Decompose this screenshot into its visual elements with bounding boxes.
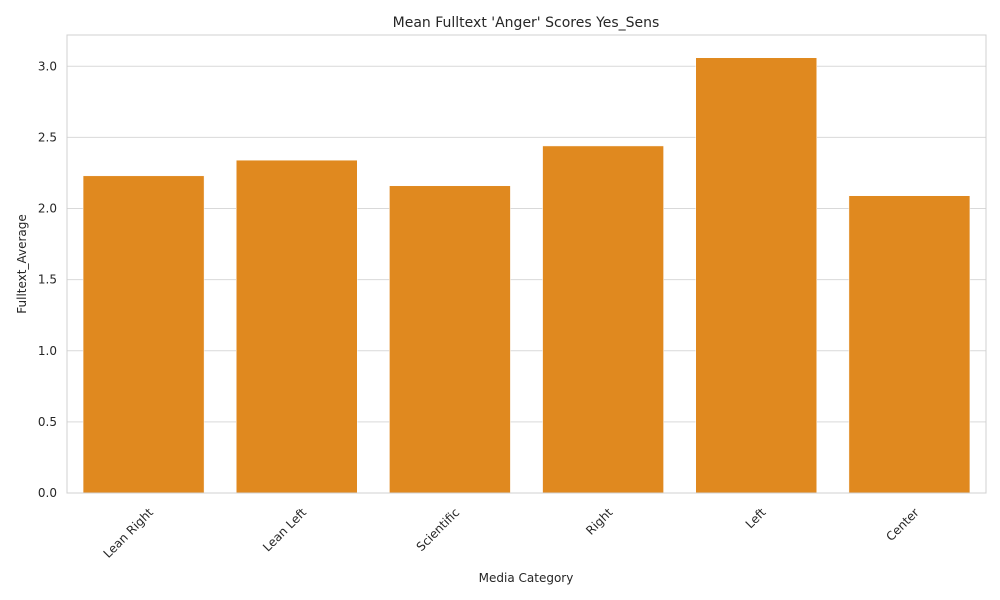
y-tick-label: 2.5 (38, 130, 57, 144)
y-tick-label: 2.0 (38, 202, 57, 216)
bars (82, 57, 971, 494)
y-axis-label: Fulltext_Average (15, 214, 29, 313)
bar-lean-left (235, 159, 358, 494)
y-tick-label: 1.5 (38, 273, 57, 287)
y-tick-label: 0.5 (38, 415, 57, 429)
y-tick-label: 3.0 (38, 59, 57, 73)
plot-frame (66, 34, 987, 494)
bar-left (695, 57, 818, 494)
bar-center (848, 195, 971, 494)
bar-scientific (389, 185, 511, 494)
y-tick-label: 1.0 (38, 344, 57, 358)
x-axis-label: Media Category (479, 571, 574, 585)
chart-title: Mean Fulltext 'Anger' Scores Yes_Sens (393, 15, 660, 31)
bar-lean-right (82, 175, 205, 494)
y-tick-labels: 0.0 0.5 1.0 1.5 2.0 2.5 3.0 (38, 59, 57, 500)
bar-right (542, 145, 664, 494)
y-tick-label: 0.0 (38, 486, 57, 500)
